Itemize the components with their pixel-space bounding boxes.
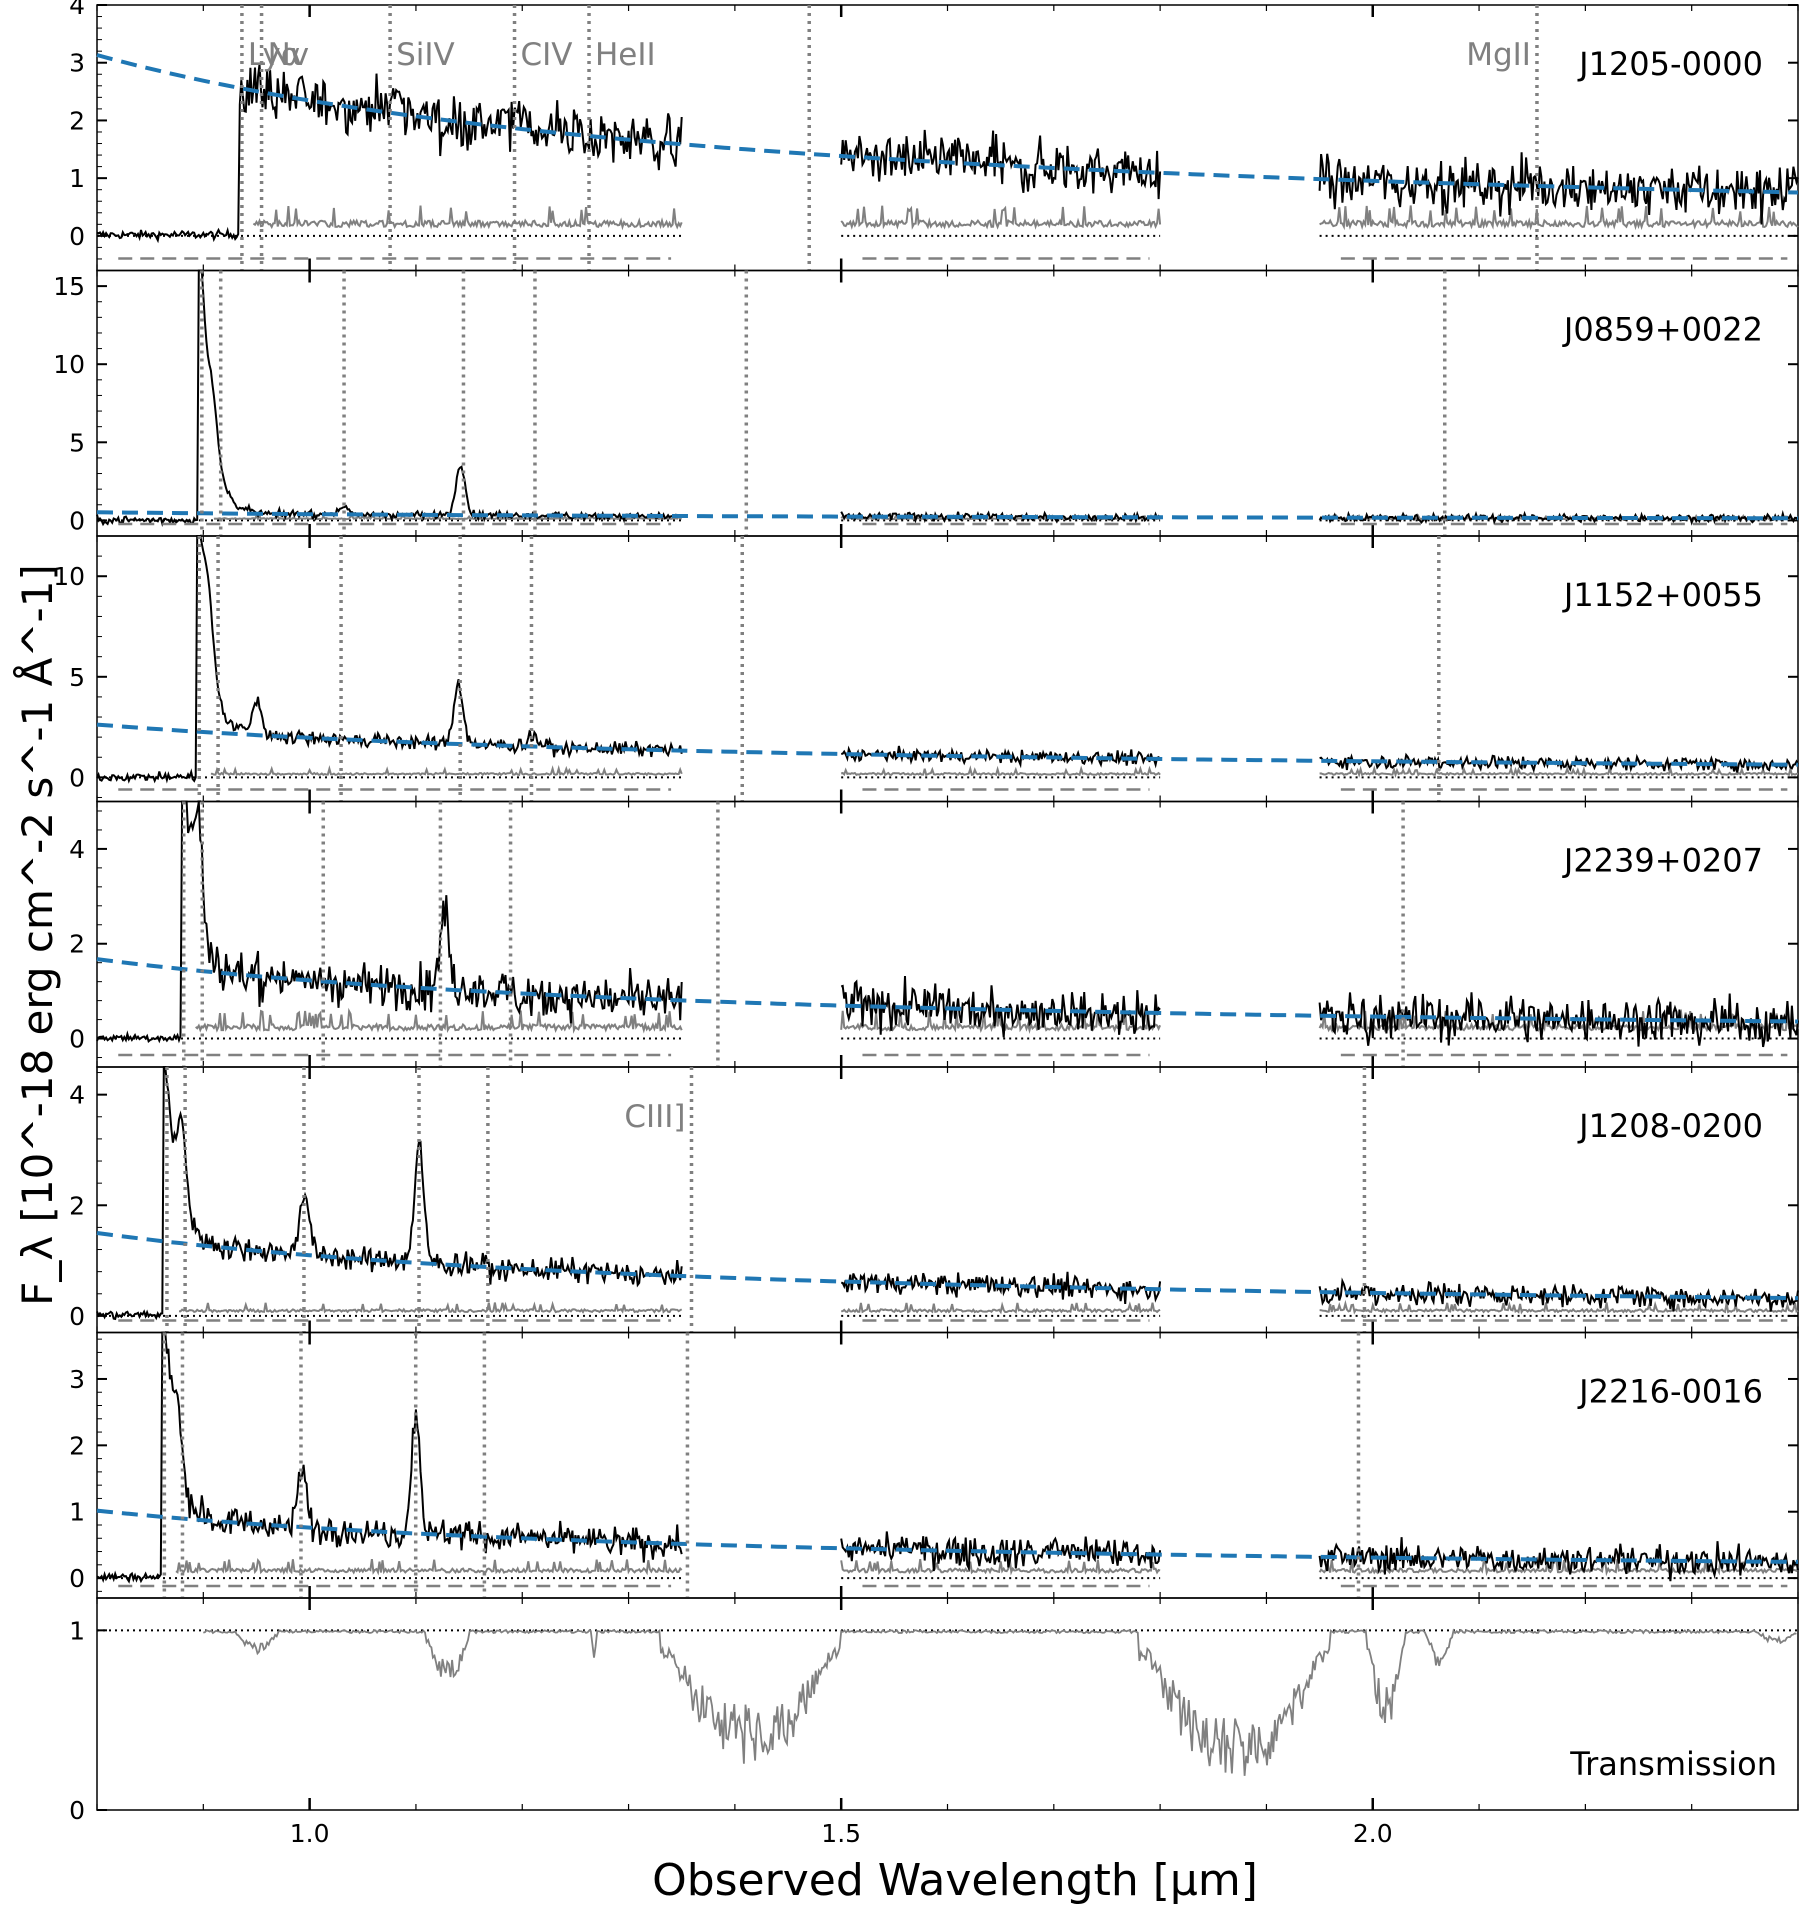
ytick-label: 0 bbox=[69, 1564, 85, 1593]
line-label-ly: Lyα bbox=[248, 37, 301, 73]
observed-spectrum bbox=[840, 1531, 1162, 1572]
observed-spectrum bbox=[96, 64, 683, 244]
panel-frame bbox=[96, 269, 1799, 537]
line-label-mgii: MgII bbox=[1466, 37, 1531, 73]
continuum-model bbox=[96, 957, 1799, 1024]
panel-name: J2216-0016 bbox=[1577, 1373, 1763, 1411]
panel-J0859+0022: 0 5 10 15 J0859+0022 bbox=[53, 269, 1799, 537]
error-spectrum bbox=[195, 1007, 683, 1034]
panel-name: J1205-0000 bbox=[1577, 45, 1763, 83]
ytick-label: 1 bbox=[69, 1616, 85, 1645]
ytick-label: 5 bbox=[69, 663, 85, 692]
error-spectrum bbox=[840, 1558, 1161, 1576]
observed-spectrum bbox=[96, 800, 683, 1044]
line-label-siiv: SiIV bbox=[396, 37, 455, 73]
error-spectrum bbox=[840, 1010, 1162, 1034]
panel-J1208-0200: 0 2 4 CIII] J1208-0200 bbox=[69, 1066, 1799, 1334]
y-axis-label: F_λ [10^-18 erg cm^-2 s^-1 Å^-1] bbox=[12, 564, 62, 1306]
continuum-model bbox=[96, 1231, 1799, 1301]
continuum-model bbox=[96, 53, 1799, 195]
panel-J1152+0055: 0 5 10 J1152+0055 bbox=[53, 535, 1799, 803]
ytick-label: 0 bbox=[69, 1302, 85, 1331]
transmission-label: Transmission bbox=[1569, 1745, 1777, 1783]
ytick-label: 0 bbox=[69, 763, 85, 792]
ytick-label: 1 bbox=[69, 164, 85, 193]
ytick-label: 4 bbox=[69, 835, 85, 864]
error-spectrum bbox=[1318, 1558, 1799, 1577]
ytick-label: 2 bbox=[69, 106, 85, 135]
ytick-label: 0 bbox=[69, 1025, 85, 1054]
panel-name: J1152+0055 bbox=[1562, 576, 1763, 614]
error-spectrum bbox=[841, 1301, 1161, 1315]
panel-transmission: 0 1 Transmission 1.0 1.5 2.0 bbox=[69, 1597, 1799, 1848]
error-spectrum bbox=[252, 205, 683, 231]
panel-J2239+0207: 0 2 4 J2239+0207 bbox=[69, 800, 1799, 1068]
ytick-label: 0 bbox=[69, 1796, 85, 1825]
panel-name: J2239+0207 bbox=[1562, 842, 1763, 880]
error-spectrum bbox=[178, 1300, 683, 1314]
error-spectrum bbox=[175, 1557, 683, 1576]
xtick-label: 2.0 bbox=[1353, 1819, 1393, 1848]
error-spectrum bbox=[210, 764, 683, 777]
observed-spectrum bbox=[1318, 152, 1799, 225]
ytick-label: 1 bbox=[69, 1498, 85, 1527]
error-spectrum bbox=[840, 205, 1162, 230]
panel-name: J0859+0022 bbox=[1562, 311, 1763, 349]
panel-name: J1208-0200 bbox=[1577, 1107, 1763, 1145]
ytick-label: 3 bbox=[69, 1365, 85, 1394]
line-label-nv: Nv bbox=[268, 37, 310, 73]
observed-spectrum bbox=[841, 1271, 1162, 1304]
line-label-heii: HeII bbox=[595, 37, 656, 73]
error-spectrum bbox=[1319, 1299, 1799, 1315]
observed-spectrum bbox=[841, 745, 1161, 769]
continuum-model bbox=[96, 1508, 1799, 1564]
ytick-label: 5 bbox=[69, 428, 85, 457]
error-spectrum bbox=[1319, 205, 1799, 231]
ytick-label: 10 bbox=[53, 562, 85, 591]
xtick-label: 1.5 bbox=[821, 1819, 861, 1848]
xtick-label: 1.0 bbox=[290, 1819, 330, 1848]
error-spectrum bbox=[840, 765, 1161, 777]
observed-spectrum bbox=[96, 1331, 683, 1584]
ytick-label: 4 bbox=[69, 0, 85, 20]
ytick-label: 2 bbox=[69, 1191, 85, 1220]
observed-spectrum bbox=[1318, 992, 1799, 1048]
continuum-model bbox=[96, 722, 1799, 767]
observed-spectrum bbox=[96, 535, 683, 784]
observed-spectrum bbox=[840, 975, 1161, 1038]
ytick-label: 15 bbox=[53, 272, 85, 301]
transmission-curve bbox=[203, 1628, 1797, 1776]
line-label-civ: CIV bbox=[521, 37, 573, 73]
observed-spectrum bbox=[96, 269, 683, 527]
panel-J2216-0016: 0 1 2 3 J2216-0016 bbox=[69, 1331, 1799, 1599]
ytick-label: 10 bbox=[53, 350, 85, 379]
error-spectrum bbox=[1319, 764, 1799, 779]
line-label-ciii: CIII] bbox=[624, 1099, 685, 1135]
ytick-label: 4 bbox=[69, 1081, 85, 1110]
ytick-label: 2 bbox=[69, 1431, 85, 1460]
ytick-label: 0 bbox=[69, 506, 85, 535]
x-axis-label: Observed Wavelength [μm] bbox=[652, 1855, 1258, 1906]
observed-spectrum bbox=[96, 1066, 683, 1321]
ytick-label: 0 bbox=[69, 222, 85, 251]
ytick-label: 2 bbox=[69, 930, 85, 959]
continuum-model bbox=[96, 510, 1798, 521]
panel-frame bbox=[96, 4, 1799, 272]
ytick-label: 3 bbox=[69, 49, 85, 78]
